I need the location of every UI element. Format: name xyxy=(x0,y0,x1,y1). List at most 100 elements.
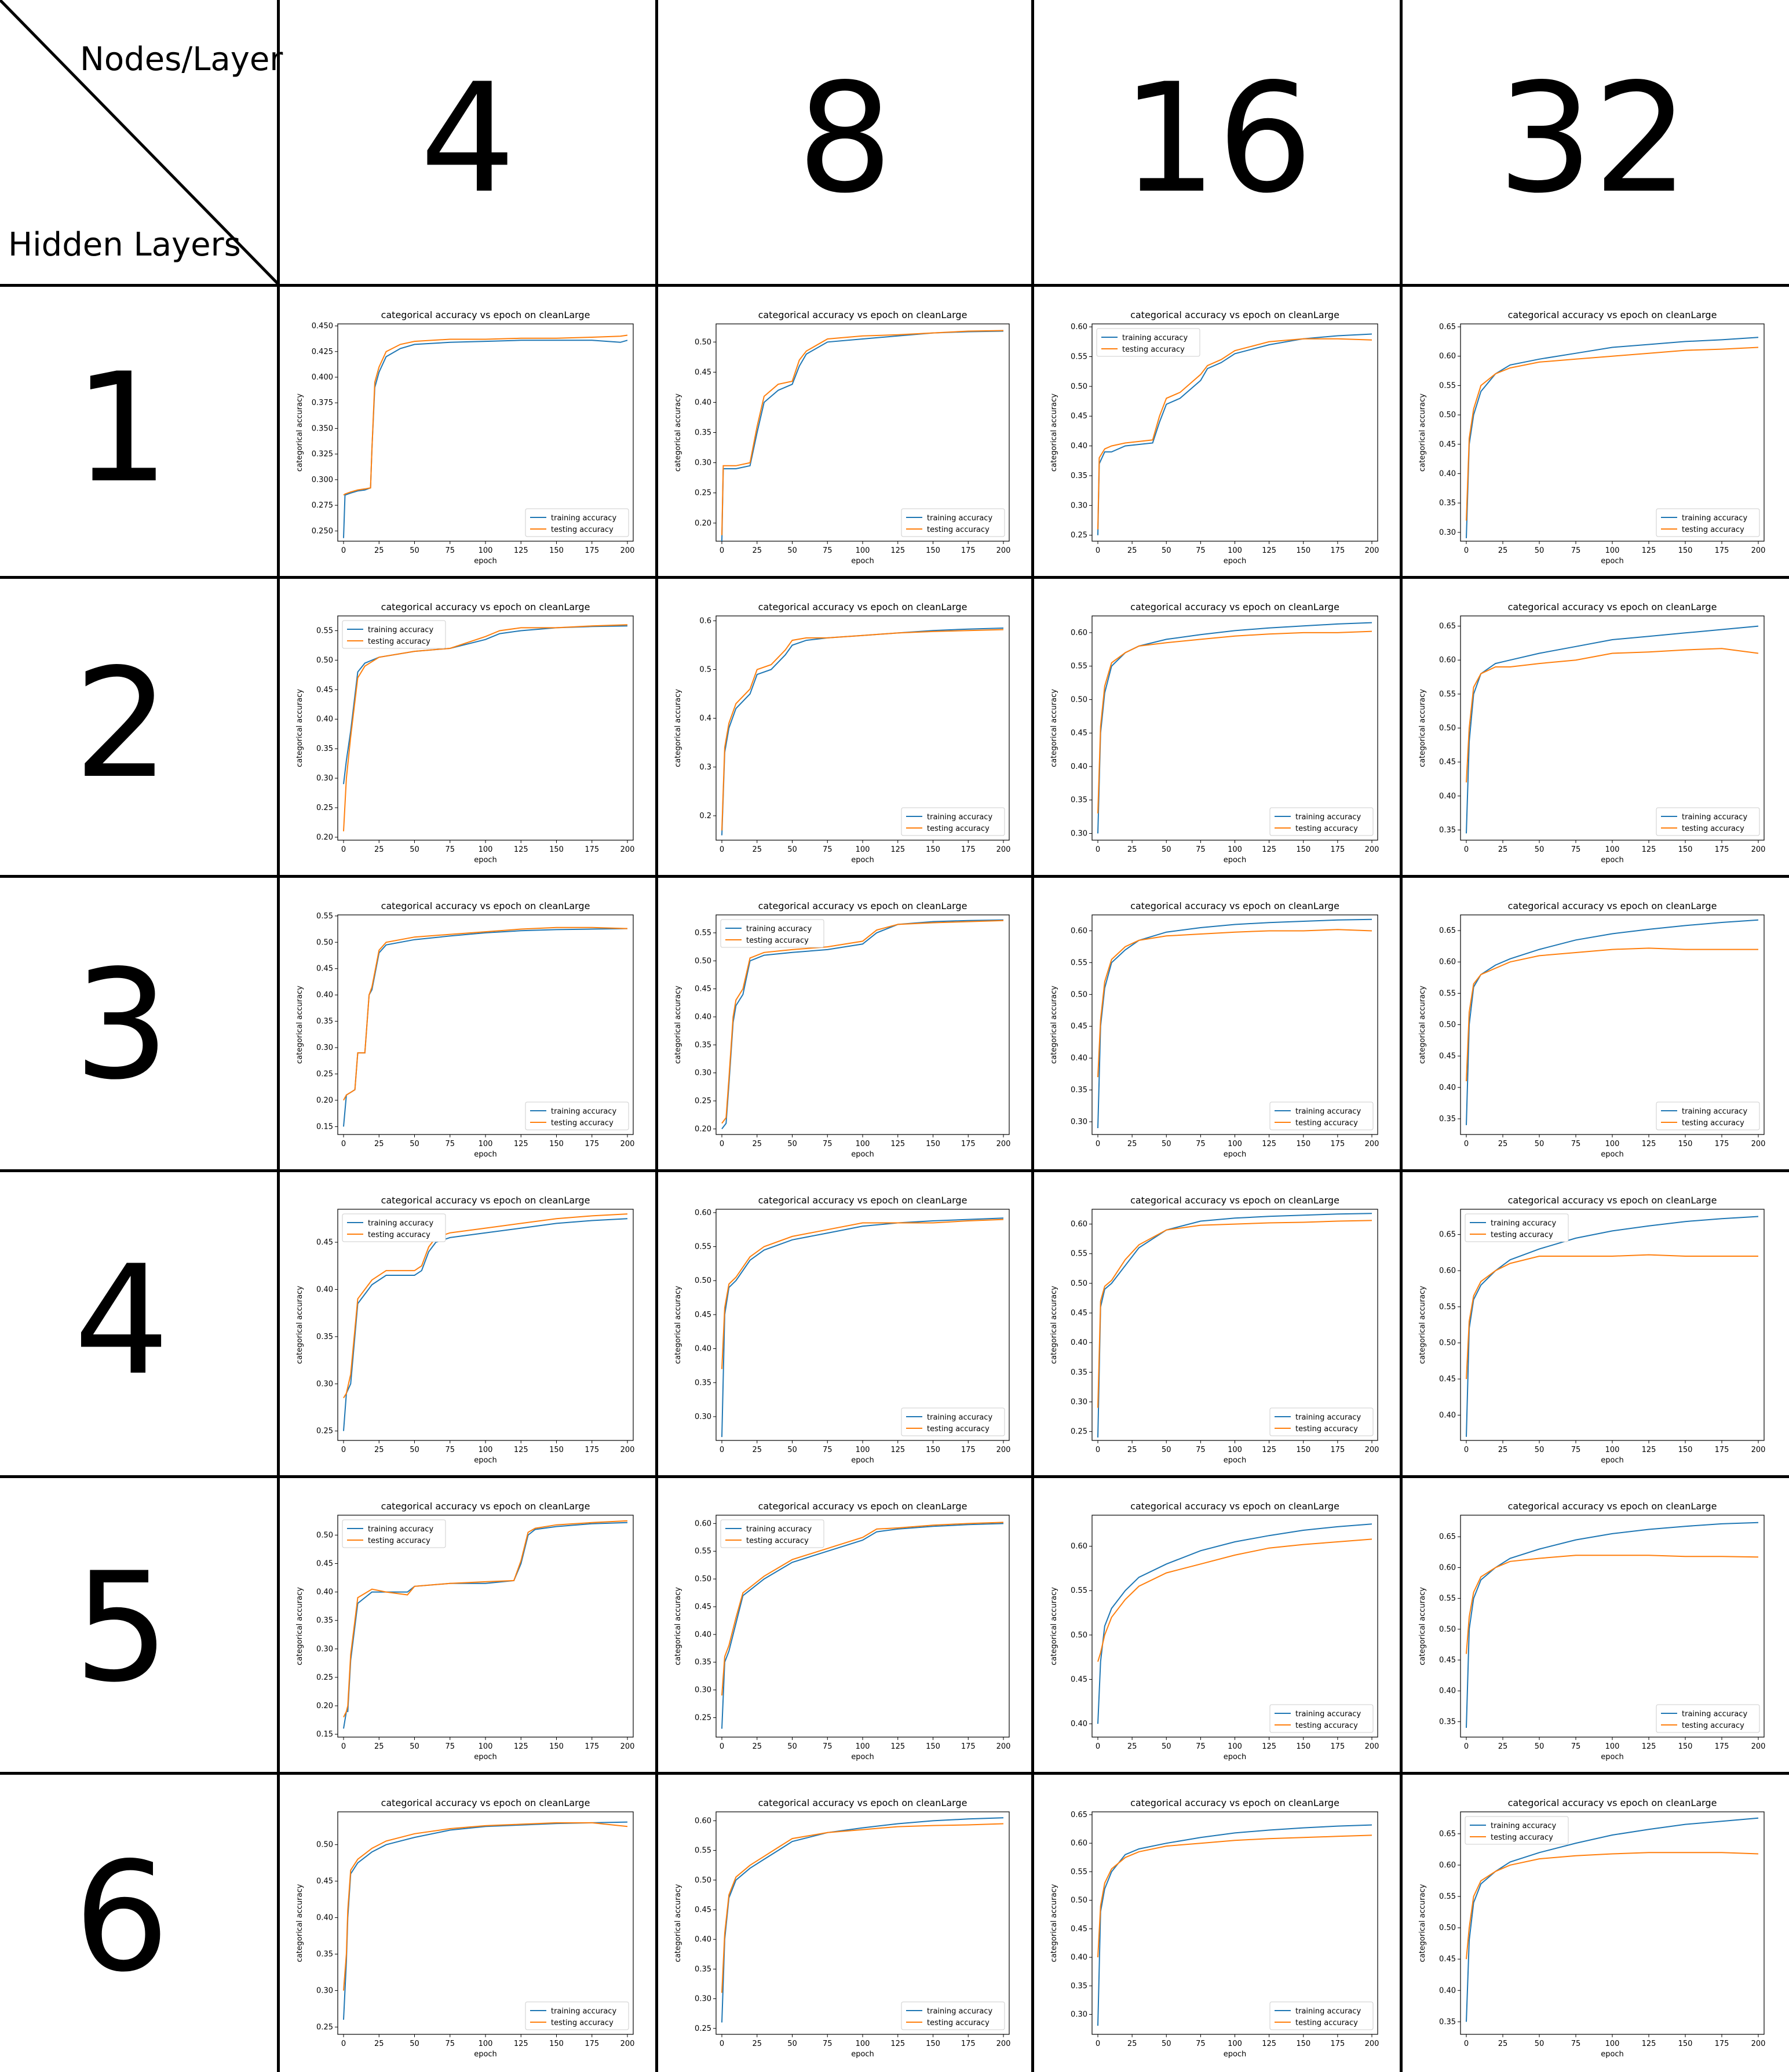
x-tick-label: 125 xyxy=(514,2040,528,2048)
chart-title: categorical accuracy vs epoch on cleanLa… xyxy=(758,1501,967,1512)
y-axis-label: categorical accuracy xyxy=(674,1884,682,1962)
training-accuracy-line xyxy=(343,1218,628,1431)
training-accuracy-line xyxy=(721,628,1004,836)
x-tick-label: 100 xyxy=(1605,1742,1620,1751)
chart-title: categorical accuracy vs epoch on cleanLa… xyxy=(758,601,967,612)
chart-L4-N8: categorical accuracy vs epoch on cleanLa… xyxy=(674,1195,1010,1465)
y-axis-label: categorical accuracy xyxy=(1418,689,1427,767)
chart-legend: training accuracy testing accuracy xyxy=(525,2001,629,2030)
y-axis-label: categorical accuracy xyxy=(295,1286,304,1364)
chart-title: categorical accuracy vs epoch on cleanLa… xyxy=(758,309,967,320)
chart-L3-N4: categorical accuracy vs epoch on cleanLa… xyxy=(295,900,634,1159)
x-tick-label: 125 xyxy=(1642,1446,1656,1454)
x-tick-label: 0 xyxy=(341,546,346,555)
y-tick-label: 0.30 xyxy=(695,1413,711,1421)
x-tick-label: 200 xyxy=(1751,2040,1766,2048)
y-tick-label: 0.40 xyxy=(1439,1411,1456,1420)
x-tick-label: 200 xyxy=(620,1446,635,1454)
y-tick-label: 0.25 xyxy=(316,804,333,812)
y-tick-label: 0.55 xyxy=(1439,989,1456,998)
x-tick-label: 25 xyxy=(374,2040,384,2048)
y-tick-label: 0.40 xyxy=(1071,763,1087,771)
x-tick-label: 0 xyxy=(1096,845,1100,854)
y-tick-label: 0.40 xyxy=(695,1013,711,1022)
training-accuracy-line xyxy=(1097,1523,1372,1724)
y-tick-label: 0.25 xyxy=(316,1673,333,1682)
legend-label: testing accuracy xyxy=(1682,1119,1744,1128)
x-tick-label: 0 xyxy=(1464,1140,1469,1148)
legend-label: testing accuracy xyxy=(927,1425,990,1433)
testing-accuracy-line xyxy=(343,334,628,496)
chart-L3-N16: categorical accuracy vs epoch on cleanLa… xyxy=(1050,900,1379,1159)
x-tick-label: 100 xyxy=(856,546,870,555)
x-tick-label: 75 xyxy=(823,1140,833,1148)
training-accuracy-line xyxy=(343,1821,628,2020)
chart-legend: training accuracy testing accuracy xyxy=(1269,807,1374,836)
testing-accuracy-line xyxy=(721,1823,1004,1993)
legend-label: testing accuracy xyxy=(927,526,990,534)
y-tick-label: 0.400 xyxy=(312,373,333,382)
x-tick-label: 200 xyxy=(620,546,635,555)
y-tick-label: 0.35 xyxy=(316,1617,333,1625)
x-axis-label: epoch xyxy=(474,1753,497,1761)
chart-L6-N16: categorical accuracy vs epoch on cleanLa… xyxy=(1050,1797,1379,2059)
x-tick-label: 175 xyxy=(1715,845,1729,854)
y-tick-label: 0.50 xyxy=(1071,695,1087,704)
chart-L1-N32: categorical accuracy vs epoch on cleanLa… xyxy=(1418,309,1766,566)
testing-accuracy-line xyxy=(343,926,628,1101)
y-axis-label: categorical accuracy xyxy=(1418,986,1427,1064)
x-tick-label: 175 xyxy=(1715,1742,1729,1751)
training-accuracy-line xyxy=(1466,1216,1759,1437)
testing-accuracy-line xyxy=(1466,1254,1758,1380)
y-tick-label: 0.45 xyxy=(316,1559,333,1568)
y-tick-label: 0.50 xyxy=(316,656,333,665)
y-tick-label: 0.55 xyxy=(1071,1867,1087,1876)
x-tick-label: 125 xyxy=(890,845,905,854)
y-tick-label: 0.30 xyxy=(695,1686,711,1695)
chart-L2-N32: categorical accuracy vs epoch on cleanLa… xyxy=(1418,601,1766,864)
plot-frame xyxy=(337,1811,634,2035)
y-tick-label: 0.50 xyxy=(1439,724,1456,733)
testing-accuracy-line xyxy=(1466,648,1759,783)
x-tick-label: 150 xyxy=(549,546,564,555)
testing-accuracy-line xyxy=(1097,1220,1372,1408)
y-tick-label: 0.250 xyxy=(312,527,333,535)
y-tick-label: 0.65 xyxy=(1439,323,1456,331)
x-tick-label: 100 xyxy=(1228,1446,1242,1454)
x-tick-label: 200 xyxy=(1751,845,1766,854)
y-tick-label: 0.55 xyxy=(1071,1586,1087,1595)
x-tick-label: 150 xyxy=(926,845,940,854)
legend-label: training accuracy xyxy=(551,1107,616,1116)
legend-label: training accuracy xyxy=(368,1219,433,1228)
x-tick-label: 125 xyxy=(514,845,528,854)
x-tick-label: 100 xyxy=(479,1140,493,1148)
x-tick-label: 0 xyxy=(720,1446,724,1454)
chart-legend: training accuracy testing accuracy xyxy=(1269,1704,1374,1733)
y-tick-label: 0.55 xyxy=(695,1547,711,1556)
training-accuracy-line xyxy=(1466,625,1759,834)
x-tick-label: 75 xyxy=(1571,1742,1581,1751)
x-tick-label: 25 xyxy=(374,1742,384,1751)
x-tick-label: 0 xyxy=(720,546,724,555)
y-tick-label: 0.55 xyxy=(1439,381,1456,390)
chart-L6-N4: categorical accuracy vs epoch on cleanLa… xyxy=(295,1797,634,2059)
legend-label: training accuracy xyxy=(927,1413,992,1422)
x-axis-label: epoch xyxy=(851,2050,874,2059)
y-tick-label: 0.65 xyxy=(1071,1811,1087,1819)
y-axis-label: categorical accuracy xyxy=(1418,393,1427,472)
x-tick-label: 200 xyxy=(620,1742,635,1751)
y-tick-label: 0.30 xyxy=(1071,829,1087,838)
y-tick-label: 0.55 xyxy=(1439,690,1456,699)
y-tick-label: 0.20 xyxy=(316,1702,333,1710)
testing-accuracy-line xyxy=(1466,947,1758,1082)
x-tick-label: 100 xyxy=(1605,1446,1620,1454)
y-tick-label: 0.50 xyxy=(1071,990,1087,999)
plot-frame xyxy=(1460,1811,1765,2035)
column-header-16: 16 xyxy=(1121,52,1313,227)
legend-label: training accuracy xyxy=(1122,334,1188,342)
x-tick-label: 25 xyxy=(1498,546,1508,555)
x-tick-label: 200 xyxy=(1751,546,1766,555)
x-tick-label: 200 xyxy=(996,1742,1011,1751)
row-header-2: 2 xyxy=(74,637,170,812)
